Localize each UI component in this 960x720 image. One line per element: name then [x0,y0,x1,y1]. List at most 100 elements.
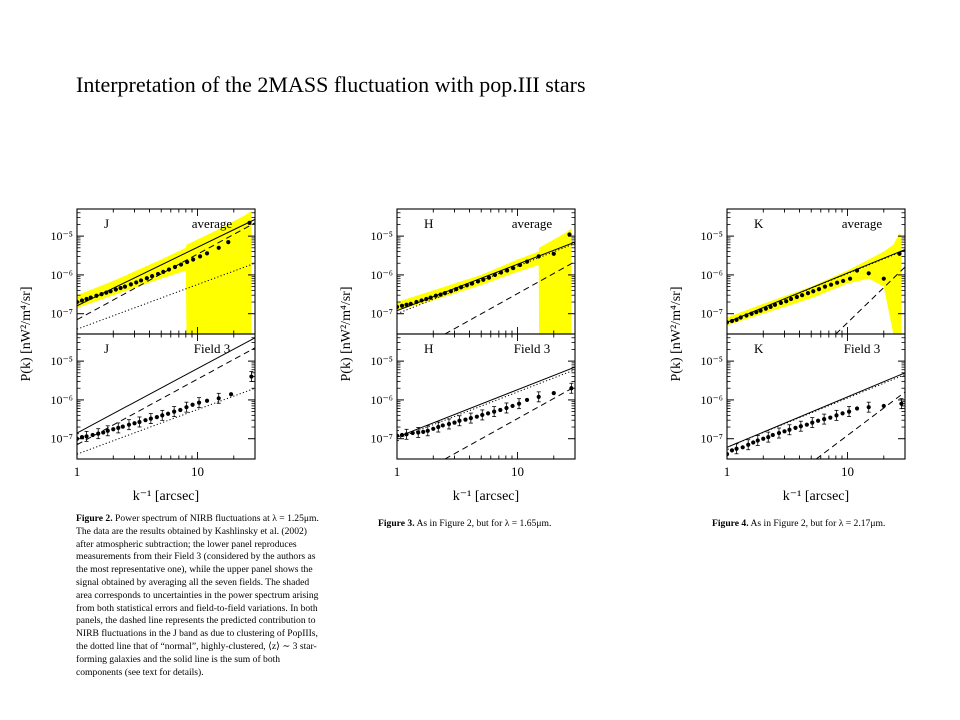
data-point [425,428,430,433]
band-label: J [104,341,109,356]
data-point [101,430,106,435]
data-point [511,265,516,271]
x-tick-label: 10 [191,464,204,479]
data-point [134,280,139,285]
data-point [751,440,756,445]
y-tick-label: 10⁻⁷ [700,307,723,321]
band-label: K [754,216,764,231]
y-tick-label: 10⁻⁷ [50,307,73,321]
data-point [897,251,902,256]
caption-label: Figure 2. [76,513,113,524]
caption-text: As in Figure 2, but for λ = 2.17μm. [750,518,886,529]
data-point [404,302,409,307]
data-point [399,303,405,308]
figure-2-caption: Figure 2. Power spectrum of NIRB fluctua… [76,513,321,679]
data-point [569,386,574,391]
data-point [805,290,811,296]
dotted-model-line [397,242,575,315]
data-point [734,446,739,451]
data-point [734,317,739,322]
data-point [166,267,172,272]
data-point [126,422,132,427]
x-tick-label: 10 [841,464,854,479]
data-point [105,428,110,433]
data-point [144,276,149,281]
data-point [776,430,782,436]
data-point [536,254,541,259]
panel-frame [76,333,256,460]
y-tick-label: 10⁻⁵ [370,229,393,243]
data-point [782,429,787,434]
data-point [768,304,773,309]
data-point [761,436,766,441]
data-point [118,285,123,291]
data-point [446,421,452,427]
dashed-model-line [77,222,255,321]
data-point [249,374,254,379]
data-point [492,272,498,278]
data-point [452,420,457,425]
panel-label: average [512,216,553,231]
data-point [485,411,491,416]
data-point [185,259,190,265]
data-point [419,298,424,303]
data-point [433,293,438,298]
data-point [510,403,515,409]
band-label: H [424,341,433,356]
data-point [408,301,413,306]
data-point [754,310,759,315]
data-point [184,405,189,410]
dashed-model-line [444,386,575,459]
data-point [226,240,231,245]
data-point [128,282,133,287]
data-point [763,306,768,311]
data-point [104,290,109,295]
data-point [498,407,503,413]
figure-4-caption: Figure 4. As in Figure 2, but for λ = 2.… [712,518,952,531]
data-point [196,400,202,405]
data-point [148,416,153,421]
data-point [228,392,234,397]
data-point [399,432,405,438]
caption-text: Power spectrum of NIRB fluctuations at λ… [76,513,319,678]
y-tick-label: 10⁻⁶ [700,393,723,407]
dashed-model-line [835,266,905,334]
data-point [454,287,459,292]
data-point [899,401,904,406]
data-point [428,295,433,300]
data-point [120,424,125,429]
x-tick-label: 1 [724,464,731,479]
data-point [492,409,497,414]
data-point [111,427,116,432]
slide-title: Interpretation of the 2MASS fluctuation … [76,72,586,97]
y-axis-label: P(k) [nW²/m⁴/sr] [669,286,684,381]
data-point [770,432,775,438]
data-point [486,275,492,280]
panel-frame [726,333,906,460]
data-point [155,271,161,277]
data-point [551,251,556,256]
data-point [517,262,523,268]
data-point [410,430,415,436]
data-point [749,311,754,316]
data-point [458,285,464,290]
panel-label: average [842,216,883,231]
data-point [794,294,799,300]
data-point [216,245,221,250]
dotted-model-line [77,262,255,330]
x-tick-label: 1 [394,464,401,479]
data-point [524,397,530,403]
data-point [841,278,846,284]
data-point [822,284,828,289]
caption-label: Figure 3. [378,518,415,529]
data-point [798,424,803,429]
y-tick-label: 10⁻⁵ [50,229,73,243]
data-point [416,430,421,435]
data-point [438,292,443,297]
data-point [815,418,821,423]
data-point [79,435,85,440]
data-point [866,271,871,276]
data-point [436,424,441,430]
data-point [154,415,159,420]
data-point [94,293,99,298]
